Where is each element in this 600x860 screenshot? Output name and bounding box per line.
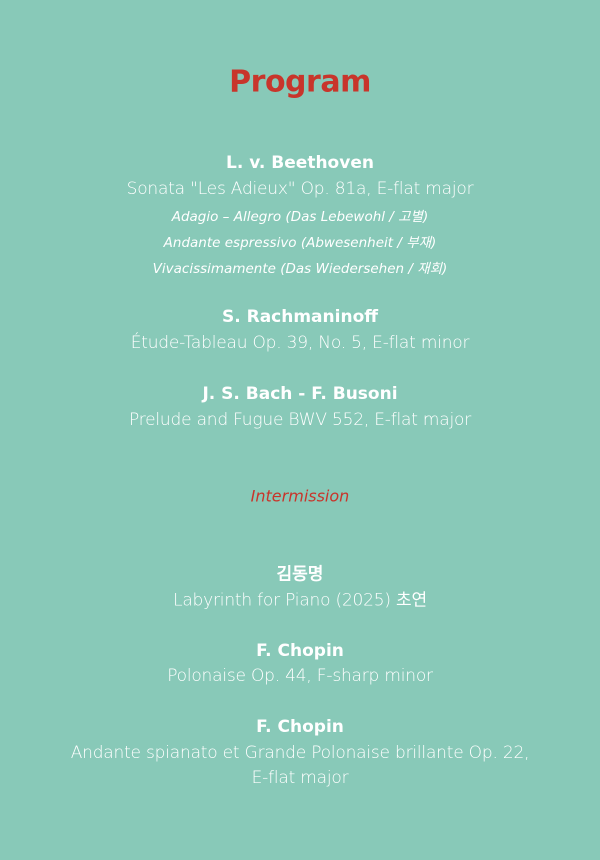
- composer: S. Rachmaninoff: [221, 307, 379, 327]
- movement: Vivacissimamente (Das Wiedersehen / 재회): [152, 261, 448, 277]
- composer: F. Chopin: [256, 641, 344, 661]
- work-title-continued: E-flat major: [251, 768, 349, 788]
- movement: Adagio – Allegro (Das Lebewohl / 고별): [171, 209, 429, 225]
- intermission-label: Intermission: [250, 486, 350, 506]
- composer: 김동명: [276, 564, 324, 585]
- movement: Andante espressivo (Abwesenheit / 부재): [163, 235, 437, 251]
- composer: L. v. Beethoven: [226, 153, 374, 173]
- work-title: Sonata "Les Adieux" Op. 81a, E-flat majo…: [126, 179, 474, 199]
- work-title: Andante spianato et Grande Polonaise bri…: [70, 743, 530, 763]
- work-title: Labyrinth for Piano (2025) 초연: [173, 590, 427, 611]
- work-title: Polonaise Op. 44, F-sharp minor: [167, 666, 433, 686]
- composer: F. Chopin: [256, 717, 344, 737]
- composer: J. S. Bach - F. Busoni: [202, 384, 398, 404]
- work-title: Prelude and Fugue BWV 552, E-flat major: [128, 410, 471, 430]
- page-title: Program: [229, 64, 371, 100]
- work-title: Étude-Tableau Op. 39, No. 5, E-flat mino…: [130, 333, 470, 353]
